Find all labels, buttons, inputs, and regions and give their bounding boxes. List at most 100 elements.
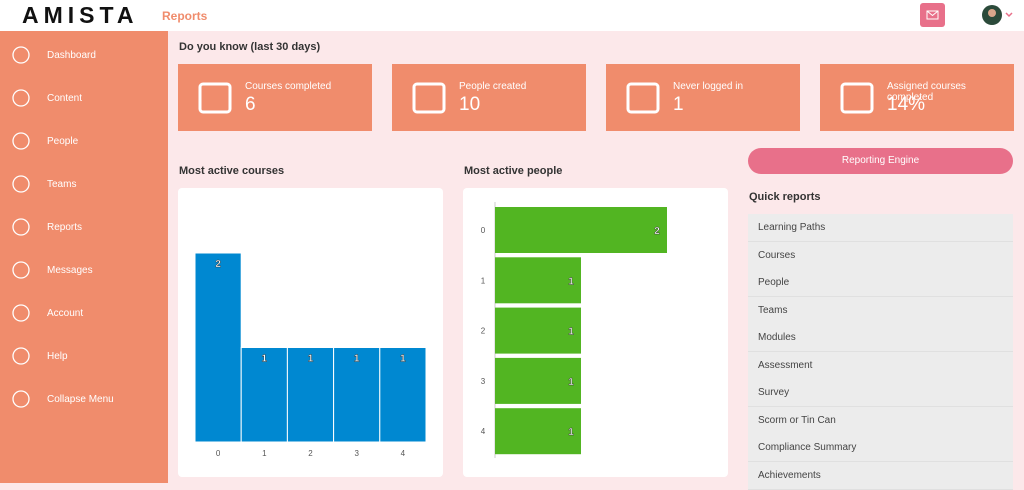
sidebar: Dashboard Content People Teams Reports Messag… xyxy=(0,31,168,483)
card-value: 10 xyxy=(459,94,481,115)
card-value: 1 xyxy=(673,94,684,115)
sidebar-label: Help xyxy=(47,351,68,362)
card-icon xyxy=(198,82,232,114)
quick-report-item[interactable]: Teams xyxy=(748,296,1013,325)
bar xyxy=(495,357,581,404)
card-icon xyxy=(840,82,874,114)
data-label: 2 xyxy=(654,226,660,237)
sidebar-label: Dashboard xyxy=(47,50,96,61)
quick-report-label: Courses xyxy=(758,249,796,261)
y-tick-label: 3 xyxy=(481,377,486,386)
data-label: 1 xyxy=(568,327,574,338)
icon-shape xyxy=(12,390,30,408)
card-icon xyxy=(412,82,446,114)
stat-card: Assigned courses completed 14% xyxy=(820,64,1014,131)
icon-shape xyxy=(12,261,30,279)
quick-report-item[interactable]: Modules xyxy=(748,324,1013,352)
sidebar-item[interactable]: Dashboard xyxy=(0,34,168,74)
stat-card: Courses completed 6 xyxy=(178,64,372,131)
chart-title: Most active courses xyxy=(179,165,285,177)
x-tick-label: 2 xyxy=(308,449,313,458)
y-tick-label: 2 xyxy=(481,327,486,336)
data-label: 1 xyxy=(568,377,574,388)
icon-shape xyxy=(12,132,30,150)
logo: AMISTA xyxy=(22,2,139,28)
quick-report-item[interactable]: Achievements xyxy=(748,461,1013,490)
stats-title: Do you know (last 30 days) xyxy=(179,41,321,53)
sidebar-icon xyxy=(12,218,30,236)
icon-shape xyxy=(412,82,446,114)
icon-shape xyxy=(12,347,30,365)
card-label: People created xyxy=(459,81,527,92)
icon-shape xyxy=(12,89,30,107)
quick-report-item[interactable]: People xyxy=(748,269,1013,297)
sidebar-label: Teams xyxy=(47,179,77,190)
icon-shape xyxy=(12,304,30,322)
icon-shape xyxy=(840,82,874,114)
quick-report-label: Modules xyxy=(758,332,796,343)
sidebar-item[interactable]: Collapse Menu xyxy=(0,378,168,418)
sidebar-item[interactable]: Reports xyxy=(0,206,168,246)
sidebar-icon xyxy=(12,261,30,279)
card-label: Assigned courses completed xyxy=(887,81,966,103)
bar xyxy=(495,307,581,354)
bar xyxy=(495,408,581,455)
bar xyxy=(379,347,427,443)
quick-report-label: Assessment xyxy=(758,359,813,371)
quick-report-label: Survey xyxy=(758,387,790,398)
sidebar-icon xyxy=(12,89,30,107)
quick-report-item[interactable]: Scorm or Tin Can xyxy=(748,406,1013,435)
sidebar-icon xyxy=(12,304,30,322)
sidebar-item[interactable]: Messages xyxy=(0,249,168,289)
sidebar-label: Account xyxy=(47,308,84,319)
section-title: Reports xyxy=(162,9,208,23)
sidebar-icon xyxy=(12,175,30,193)
data-label: 1 xyxy=(568,427,574,438)
quick-report-item[interactable]: Compliance Summary xyxy=(748,434,1013,462)
sidebar-item[interactable]: Content xyxy=(0,77,168,117)
quick-report-label: Scorm or Tin Can xyxy=(758,414,836,426)
sidebar-label: Content xyxy=(47,93,83,104)
card-value: 6 xyxy=(245,94,256,115)
bar xyxy=(194,252,242,443)
data-label: 1 xyxy=(354,354,360,365)
mail-button[interactable] xyxy=(920,3,945,27)
bar xyxy=(240,347,288,443)
quick-report-label: Achievements xyxy=(758,469,821,481)
quick-report-item[interactable]: Courses xyxy=(748,241,1013,270)
sidebar-icon xyxy=(12,390,30,408)
sidebar-item[interactable]: Teams xyxy=(0,163,168,203)
icon-shape xyxy=(626,82,660,114)
card-icon xyxy=(626,82,660,114)
sidebar-item[interactable]: People xyxy=(0,120,168,160)
sidebar-icon xyxy=(12,132,30,150)
quick-report-item[interactable]: Learning Paths xyxy=(748,214,1013,242)
icon-shape xyxy=(12,46,30,64)
top-bar: AMISTA Reports xyxy=(0,0,1024,31)
data-label: 1 xyxy=(568,276,574,287)
quick-report-label: Teams xyxy=(758,304,788,316)
data-label: 2 xyxy=(215,259,221,270)
data-label: 1 xyxy=(262,354,268,365)
quick-report-label: Compliance Summary xyxy=(758,442,857,453)
reporting-engine-button[interactable]: Reporting Engine xyxy=(748,148,1013,174)
quick-report-item[interactable]: Survey xyxy=(748,379,1013,407)
data-label: 1 xyxy=(308,354,314,365)
quick-reports-title: Quick reports xyxy=(749,191,821,203)
sidebar-item[interactable]: Help xyxy=(0,335,168,375)
card-value: 14% xyxy=(887,94,926,115)
bar xyxy=(495,257,581,304)
sidebar-label: Collapse Menu xyxy=(47,394,114,405)
user-menu[interactable] xyxy=(981,4,1013,26)
card-label: Never logged in xyxy=(673,81,744,92)
chart: 2 0 1 1 1 2 1 3 1 4 xyxy=(481,202,667,458)
sidebar-item[interactable]: Account xyxy=(0,292,168,332)
quick-report-label: Learning Paths xyxy=(758,222,826,233)
quick-report-item[interactable]: Assessment xyxy=(748,351,1013,380)
quick-report-label: People xyxy=(758,277,790,288)
y-tick-label: 1 xyxy=(481,276,486,285)
stat-card: People created 10 xyxy=(392,64,586,131)
card-label: Courses completed xyxy=(245,81,332,92)
sidebar-icon xyxy=(12,347,30,365)
